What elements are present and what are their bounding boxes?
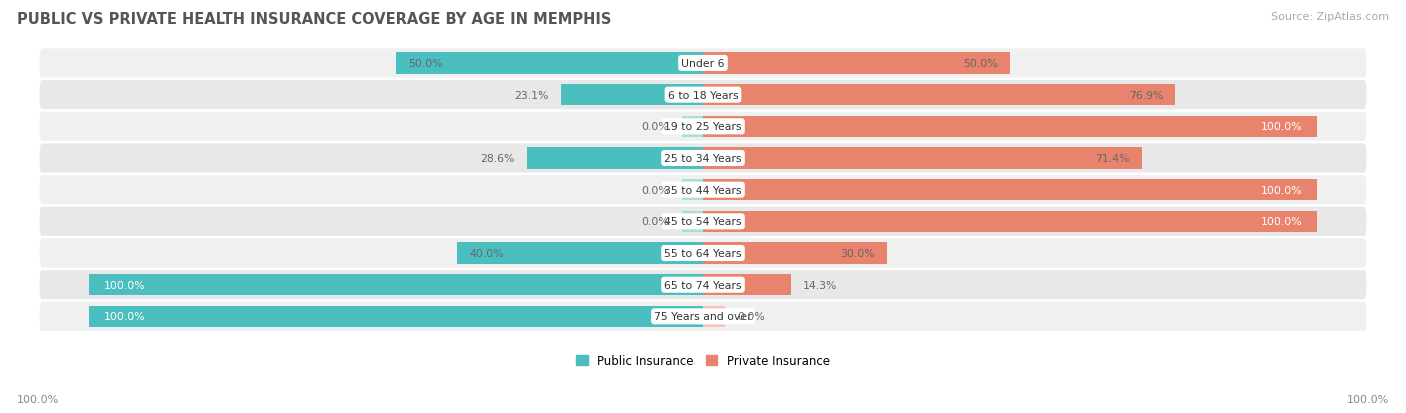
FancyBboxPatch shape bbox=[39, 239, 1367, 268]
FancyBboxPatch shape bbox=[39, 144, 1367, 173]
Bar bbox=[682, 180, 703, 201]
Text: 55 to 64 Years: 55 to 64 Years bbox=[664, 248, 742, 259]
Bar bbox=[703, 211, 1317, 233]
Text: 100.0%: 100.0% bbox=[1260, 185, 1302, 195]
Text: 14.3%: 14.3% bbox=[803, 280, 838, 290]
Text: 45 to 54 Years: 45 to 54 Years bbox=[664, 217, 742, 227]
FancyBboxPatch shape bbox=[39, 302, 1367, 331]
Bar bbox=[396, 53, 703, 75]
Text: 100.0%: 100.0% bbox=[1260, 122, 1302, 132]
Bar bbox=[682, 116, 703, 138]
Text: 0.0%: 0.0% bbox=[641, 185, 669, 195]
Text: 50.0%: 50.0% bbox=[408, 59, 443, 69]
Text: 0.0%: 0.0% bbox=[737, 311, 765, 322]
Bar bbox=[703, 274, 790, 296]
Bar bbox=[89, 306, 703, 328]
Text: 50.0%: 50.0% bbox=[963, 59, 998, 69]
Text: 23.1%: 23.1% bbox=[515, 90, 548, 100]
Text: 75 Years and over: 75 Years and over bbox=[654, 311, 752, 322]
Text: Under 6: Under 6 bbox=[682, 59, 724, 69]
Bar bbox=[703, 53, 1010, 75]
Text: 0.0%: 0.0% bbox=[641, 122, 669, 132]
Text: 100.0%: 100.0% bbox=[104, 280, 146, 290]
Text: 76.9%: 76.9% bbox=[1129, 90, 1163, 100]
Bar bbox=[527, 148, 703, 169]
Bar bbox=[703, 85, 1175, 106]
Bar bbox=[703, 180, 1317, 201]
FancyBboxPatch shape bbox=[39, 271, 1367, 299]
Text: 100.0%: 100.0% bbox=[104, 311, 146, 322]
Text: 30.0%: 30.0% bbox=[841, 248, 875, 259]
Legend: Public Insurance, Private Insurance: Public Insurance, Private Insurance bbox=[571, 350, 835, 372]
Text: 100.0%: 100.0% bbox=[17, 394, 59, 404]
Bar bbox=[682, 211, 703, 233]
Bar bbox=[457, 243, 703, 264]
Text: 0.0%: 0.0% bbox=[641, 217, 669, 227]
FancyBboxPatch shape bbox=[39, 81, 1367, 110]
Text: 65 to 74 Years: 65 to 74 Years bbox=[664, 280, 742, 290]
FancyBboxPatch shape bbox=[39, 207, 1367, 236]
Text: 71.4%: 71.4% bbox=[1095, 154, 1129, 164]
Text: 19 to 25 Years: 19 to 25 Years bbox=[664, 122, 742, 132]
Bar bbox=[703, 306, 724, 328]
FancyBboxPatch shape bbox=[39, 176, 1367, 205]
Text: 6 to 18 Years: 6 to 18 Years bbox=[668, 90, 738, 100]
Text: 25 to 34 Years: 25 to 34 Years bbox=[664, 154, 742, 164]
Bar bbox=[89, 274, 703, 296]
FancyBboxPatch shape bbox=[39, 49, 1367, 78]
Text: PUBLIC VS PRIVATE HEALTH INSURANCE COVERAGE BY AGE IN MEMPHIS: PUBLIC VS PRIVATE HEALTH INSURANCE COVER… bbox=[17, 12, 612, 27]
Bar bbox=[703, 116, 1317, 138]
FancyBboxPatch shape bbox=[39, 112, 1367, 142]
Text: 100.0%: 100.0% bbox=[1347, 394, 1389, 404]
Text: 100.0%: 100.0% bbox=[1260, 217, 1302, 227]
Bar bbox=[703, 243, 887, 264]
Text: 28.6%: 28.6% bbox=[481, 154, 515, 164]
Text: 35 to 44 Years: 35 to 44 Years bbox=[664, 185, 742, 195]
Bar bbox=[703, 148, 1142, 169]
Bar bbox=[561, 85, 703, 106]
Text: 40.0%: 40.0% bbox=[470, 248, 505, 259]
Text: Source: ZipAtlas.com: Source: ZipAtlas.com bbox=[1271, 12, 1389, 22]
